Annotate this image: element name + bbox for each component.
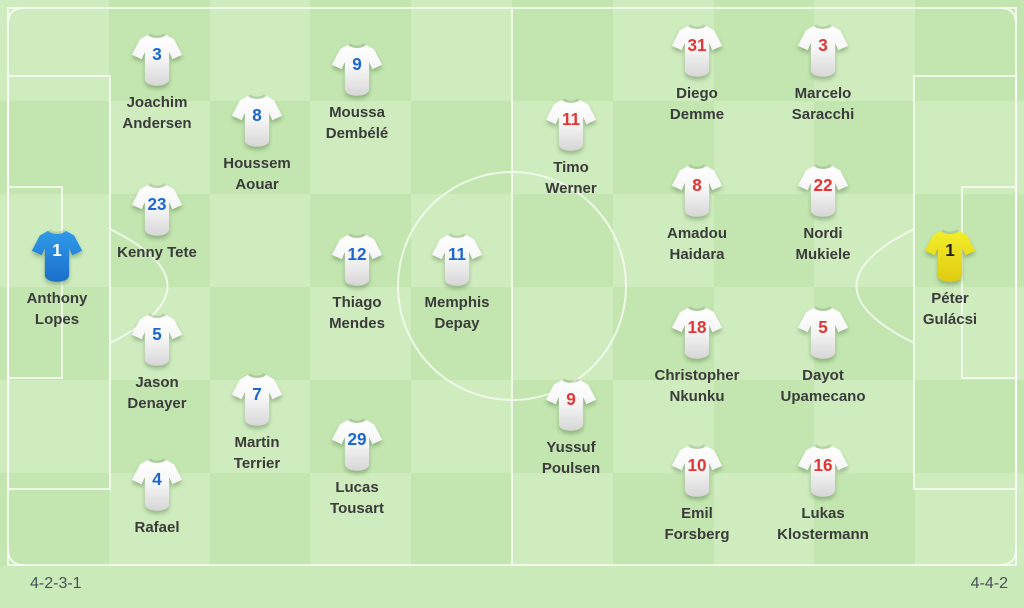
player-martin-terrier[interactable]: 7 Martin Terrier bbox=[177, 372, 337, 474]
player-thiago-mendes[interactable]: 12 Thiago Mendes bbox=[277, 232, 437, 334]
player-dayot-upamecano[interactable]: 5 Dayot Upamecano bbox=[743, 305, 903, 407]
player-name: Moussa Dembélé bbox=[325, 104, 389, 142]
player-name: Thiago Mendes bbox=[329, 294, 385, 332]
player-name: Houssem Aouar bbox=[223, 155, 291, 193]
player-name: Emil Forsberg bbox=[664, 505, 730, 543]
player-name: Anthony Lopes bbox=[26, 290, 88, 328]
jersey-icon: 16 bbox=[797, 444, 849, 497]
player-name: Jason Denayer bbox=[127, 374, 187, 412]
player-yussuf-poulsen[interactable]: 9 Yussuf Poulsen bbox=[491, 377, 651, 479]
away-formation: 4-4-2 bbox=[970, 575, 1008, 592]
jersey-icon: 3 bbox=[797, 24, 849, 77]
formation-bar: 4-2-3-1 4-4-2 bbox=[0, 566, 1024, 608]
player-name: Christopher Nkunku bbox=[654, 367, 740, 405]
player-lucas-tousart[interactable]: 29 Lucas Tousart bbox=[277, 417, 437, 519]
jersey-number: 7 bbox=[252, 385, 262, 404]
player-amadou-haidara[interactable]: 8 Amadou Haidara bbox=[617, 163, 777, 265]
jersey-number: 16 bbox=[813, 456, 832, 475]
player-marcelo-saracchi[interactable]: 3 Marcelo Saracchi bbox=[743, 23, 903, 125]
jersey-number: 10 bbox=[687, 456, 706, 475]
player-moussa-dembele[interactable]: 9 Moussa Dembélé bbox=[277, 42, 437, 144]
jersey-number: 8 bbox=[692, 176, 702, 195]
player-memphis-depay[interactable]: 11 Memphis Depay bbox=[377, 232, 537, 334]
jersey-icon: 10 bbox=[671, 444, 723, 497]
jersey-icon: 5 bbox=[131, 313, 183, 366]
jersey-icon: 5 bbox=[797, 306, 849, 359]
jersey-number: 5 bbox=[818, 318, 828, 337]
jersey-number: 8 bbox=[252, 106, 262, 125]
jersey-number: 9 bbox=[352, 55, 362, 74]
player-name: Lucas Tousart bbox=[330, 479, 384, 517]
player-diego-demme[interactable]: 31 Diego Demme bbox=[617, 23, 777, 125]
jersey-icon: 9 bbox=[331, 43, 383, 96]
jersey-number: 1 bbox=[52, 241, 62, 260]
jersey-number: 5 bbox=[152, 325, 162, 344]
jersey-number: 31 bbox=[687, 36, 707, 55]
player-name: Lukas Klostermann bbox=[777, 505, 869, 543]
player-name: Péter Gulácsi bbox=[922, 290, 978, 328]
player-name: Memphis Depay bbox=[424, 294, 490, 332]
jersey-number: 11 bbox=[562, 110, 581, 129]
player-jason-denayer[interactable]: 5 Jason Denayer bbox=[77, 312, 237, 414]
jersey-number: 11 bbox=[448, 245, 467, 264]
jersey-number: 18 bbox=[687, 318, 706, 337]
jersey-icon: 11 bbox=[545, 98, 597, 151]
jersey-icon: 22 bbox=[797, 164, 849, 217]
player-name: Kenny Tete bbox=[117, 244, 197, 261]
jersey-icon: 18 bbox=[671, 306, 723, 359]
player-rafael[interactable]: 4 Rafael bbox=[77, 457, 237, 538]
jersey-icon: 29 bbox=[331, 418, 383, 471]
jersey-number: 4 bbox=[152, 470, 162, 489]
jersey-number: 12 bbox=[347, 245, 366, 264]
goalkeeper-jersey-icon: 1 bbox=[31, 229, 83, 282]
jersey-number: 1 bbox=[945, 241, 955, 260]
player-name: Dayot Upamecano bbox=[780, 367, 866, 405]
jersey-icon: 31 bbox=[671, 24, 723, 77]
jersey-number: 3 bbox=[818, 36, 828, 55]
player-houssem-aouar[interactable]: 8 Houssem Aouar bbox=[177, 93, 337, 195]
player-kenny-tete[interactable]: 23 Kenny Tete bbox=[77, 182, 237, 263]
player-emil-forsberg[interactable]: 10 Emil Forsberg bbox=[617, 443, 777, 545]
player-lukas-klostermann[interactable]: 16 Lukas Klostermann bbox=[743, 443, 903, 545]
player-timo-werner[interactable]: 11 Timo Werner bbox=[491, 97, 651, 199]
jersey-icon: 7 bbox=[231, 373, 283, 426]
player-name: Diego Demme bbox=[669, 85, 725, 123]
jersey-number: 3 bbox=[152, 45, 162, 64]
jersey-icon: 3 bbox=[131, 33, 183, 86]
player-peter-gulacsi[interactable]: 1 Péter Gulácsi bbox=[870, 228, 1024, 330]
jersey-number: 23 bbox=[147, 195, 166, 214]
jersey-icon: 12 bbox=[331, 233, 383, 286]
jersey-icon: 23 bbox=[131, 183, 183, 236]
jersey-number: 29 bbox=[347, 430, 366, 449]
player-name: Marcelo Saracchi bbox=[791, 85, 855, 123]
player-joachim-andersen[interactable]: 3 Joachim Andersen bbox=[77, 32, 237, 134]
jersey-icon: 11 bbox=[431, 233, 483, 286]
player-name: Amadou Haidara bbox=[667, 225, 727, 263]
jersey-icon: 4 bbox=[131, 458, 183, 511]
player-name: Timo Werner bbox=[545, 159, 597, 197]
goalkeeper-jersey-icon: 1 bbox=[924, 229, 976, 282]
home-formation: 4-2-3-1 bbox=[30, 575, 82, 592]
jersey-icon: 8 bbox=[671, 164, 723, 217]
jersey-icon: 9 bbox=[545, 378, 597, 431]
player-name: Nordi Mukiele bbox=[795, 225, 851, 263]
player-christopher-nkunku[interactable]: 18 Christopher Nkunku bbox=[617, 305, 777, 407]
player-anthony-lopes[interactable]: 1 Anthony Lopes bbox=[0, 228, 137, 330]
player-name: Joachim Andersen bbox=[122, 94, 192, 132]
jersey-number: 9 bbox=[566, 390, 576, 409]
player-nordi-mukiele[interactable]: 22 Nordi Mukiele bbox=[743, 163, 903, 265]
jersey-number: 22 bbox=[813, 176, 832, 195]
player-name: Martin Terrier bbox=[233, 434, 281, 472]
player-name: Yussuf Poulsen bbox=[541, 439, 601, 477]
jersey-icon: 8 bbox=[231, 94, 283, 147]
player-name: Rafael bbox=[134, 519, 180, 536]
